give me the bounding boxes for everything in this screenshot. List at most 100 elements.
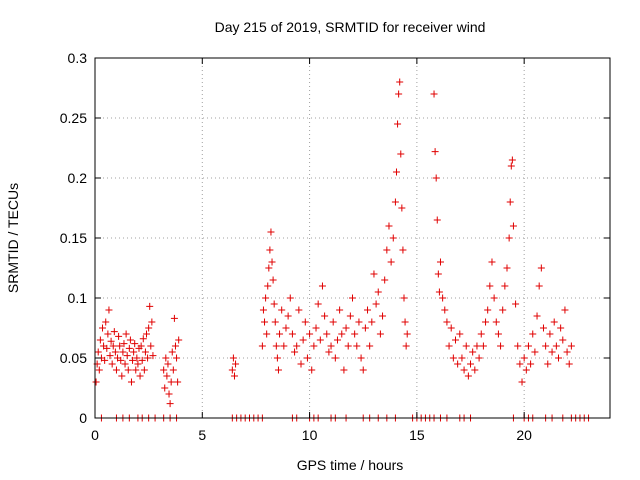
data-point [174, 378, 182, 386]
y-tick-label: 0 [79, 410, 87, 426]
data-point [433, 216, 441, 224]
data-point [507, 162, 515, 170]
data-point [396, 78, 404, 86]
data-point [314, 300, 322, 308]
data-point [537, 264, 545, 272]
data-point [306, 330, 314, 338]
data-point [488, 258, 496, 266]
data-point [494, 330, 502, 338]
x-tick-label: 0 [91, 427, 99, 443]
data-point [269, 276, 277, 284]
data-point [163, 372, 171, 380]
x-tick-label: 10 [302, 427, 318, 443]
data-point [403, 330, 411, 338]
data-point [454, 360, 462, 368]
data-point [130, 348, 138, 356]
data-point [129, 356, 137, 364]
data-point [565, 360, 573, 368]
data-point [383, 246, 391, 254]
data-point [484, 306, 492, 314]
data-point [503, 264, 511, 272]
data-point [145, 324, 153, 332]
data-point [112, 366, 120, 374]
data-point [117, 356, 125, 364]
x-axis-label: GPS time / hours [297, 457, 404, 473]
data-point [397, 150, 405, 158]
data-point [518, 378, 526, 386]
data-point [265, 264, 273, 272]
data-point [266, 246, 274, 254]
data-point [291, 348, 299, 356]
data-point [561, 306, 569, 314]
data-point [229, 354, 237, 362]
data-point [303, 354, 311, 362]
data-point [559, 336, 567, 344]
data-point [531, 348, 539, 356]
data-point [376, 330, 384, 338]
data-point [477, 330, 485, 338]
data-point [512, 300, 520, 308]
data-point [278, 306, 286, 314]
data-point [436, 258, 444, 266]
data-point [401, 318, 409, 326]
data-point [134, 360, 142, 368]
data-point [344, 342, 352, 350]
data-point [555, 354, 562, 362]
chart-title: Day 215 of 2019, SRMTID for receiver win… [215, 19, 486, 35]
data-point [138, 356, 146, 364]
data-point [434, 270, 442, 278]
data-point [460, 366, 468, 374]
data-point [136, 372, 144, 380]
data-point [165, 390, 173, 398]
data-point [312, 324, 320, 332]
data-point [282, 324, 290, 332]
data-point [432, 174, 440, 182]
data-point [107, 337, 115, 345]
data-point [127, 378, 135, 386]
data-point [449, 354, 457, 362]
data-point [109, 342, 117, 350]
data-point [325, 348, 333, 356]
data-point [514, 342, 522, 350]
data-point [462, 342, 470, 350]
data-point [262, 294, 270, 302]
data-point [164, 360, 172, 368]
data-point [323, 330, 331, 338]
data-point [340, 366, 348, 374]
data-point [162, 354, 170, 362]
data-point [492, 318, 500, 326]
data-point [431, 148, 439, 156]
data-point [368, 318, 376, 326]
data-point [505, 234, 513, 242]
data-point [276, 330, 284, 338]
data-point [147, 342, 155, 350]
data-point [169, 366, 177, 374]
data-point [567, 342, 575, 350]
data-point [118, 372, 126, 380]
data-point [359, 366, 367, 374]
data-point [267, 228, 275, 236]
data-point [115, 332, 123, 340]
data-point [316, 336, 324, 344]
data-point [524, 342, 532, 350]
data-point [349, 294, 356, 302]
data-point [175, 336, 183, 344]
data-point [338, 330, 346, 338]
data-point [170, 314, 178, 322]
data-point [355, 318, 363, 326]
data-point [121, 360, 129, 368]
data-point [497, 342, 505, 350]
data-point [402, 342, 410, 350]
y-tick-labels: 0 0.05 0.1 0.15 0.2 0.25 0.3 [60, 50, 87, 426]
data-point [131, 340, 139, 348]
data-point [270, 300, 278, 308]
data-point [439, 294, 447, 302]
data-point [132, 366, 140, 374]
data-point [400, 294, 408, 302]
data-point [552, 342, 560, 350]
data-point [486, 282, 494, 290]
data-point [490, 294, 498, 302]
data-point [435, 288, 443, 296]
data-point [381, 276, 389, 284]
data-point [120, 340, 128, 348]
